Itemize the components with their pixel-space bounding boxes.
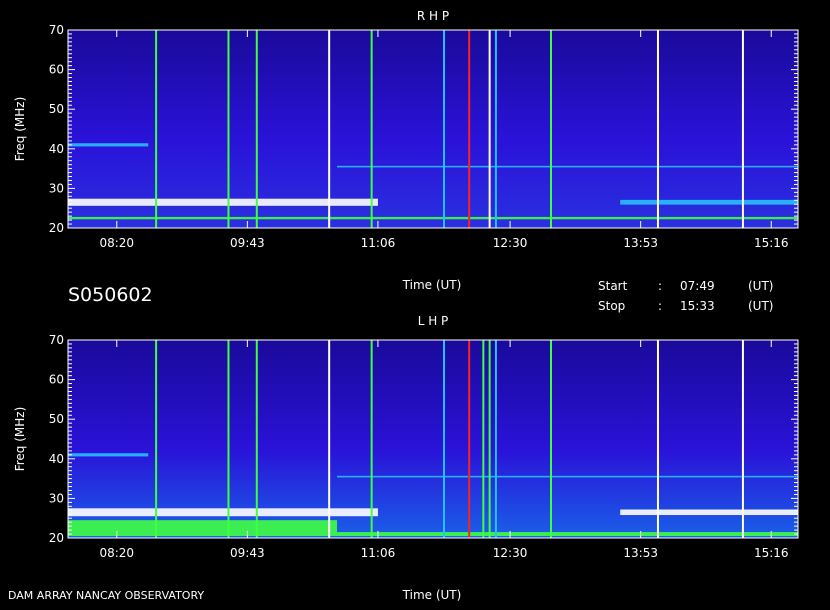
x-tick-label: 15:16 bbox=[754, 546, 789, 560]
x-tick-label: 08:20 bbox=[99, 236, 134, 250]
y-tick-label: 60 bbox=[49, 63, 64, 77]
x-tick-label: 11:06 bbox=[361, 546, 396, 560]
stop-ut: (UT) bbox=[748, 299, 773, 313]
emission-band bbox=[68, 143, 149, 147]
stop-label: Stop bbox=[598, 299, 625, 313]
x-tick-label: 08:20 bbox=[99, 546, 134, 560]
y-axis-label: Freq (MHz) bbox=[13, 97, 27, 162]
plot-area bbox=[68, 340, 798, 538]
panel-title: L H P bbox=[418, 314, 449, 328]
x-tick-label: 12:30 bbox=[493, 546, 528, 560]
y-tick-label: 60 bbox=[49, 373, 64, 387]
y-tick-label: 50 bbox=[49, 102, 64, 116]
instrument-footer: DAM ARRAY NANCAY OBSERVATORY bbox=[8, 589, 204, 602]
y-axis-label: Freq (MHz) bbox=[13, 407, 27, 472]
emission-band bbox=[337, 165, 798, 168]
stop-time: 15:33 bbox=[680, 299, 715, 313]
x-tick-label: 11:06 bbox=[361, 236, 396, 250]
start-sep: : bbox=[658, 279, 662, 293]
emission-band bbox=[620, 199, 798, 205]
x-tick-label: 09:43 bbox=[230, 546, 265, 560]
emission-band bbox=[68, 508, 378, 517]
x-tick-label: 09:43 bbox=[230, 236, 265, 250]
emission-band bbox=[68, 216, 798, 220]
x-tick-label: 13:53 bbox=[623, 546, 658, 560]
panel-title: R H P bbox=[417, 9, 449, 23]
y-tick-label: 30 bbox=[49, 491, 64, 505]
y-tick-label: 70 bbox=[49, 23, 64, 37]
emission-band bbox=[620, 509, 798, 516]
y-tick-label: 50 bbox=[49, 412, 64, 426]
emission-band bbox=[68, 453, 149, 457]
y-tick-label: 70 bbox=[49, 333, 64, 347]
x-tick-label: 15:16 bbox=[754, 236, 789, 250]
start-label: Start bbox=[598, 279, 628, 293]
y-tick-label: 40 bbox=[49, 452, 64, 466]
emission-band bbox=[68, 520, 338, 533]
start-ut: (UT) bbox=[748, 279, 773, 293]
emission-band bbox=[337, 475, 798, 478]
y-tick-label: 40 bbox=[49, 142, 64, 156]
start-time: 07:49 bbox=[680, 279, 715, 293]
x-tick-label: 13:53 bbox=[623, 236, 658, 250]
y-tick-label: 20 bbox=[49, 221, 64, 235]
date-code: S050602 bbox=[68, 284, 153, 306]
x-axis-label: Time (UT) bbox=[402, 588, 462, 602]
y-tick-label: 20 bbox=[49, 531, 64, 545]
stop-sep: : bbox=[658, 299, 662, 313]
x-tick-label: 12:30 bbox=[493, 236, 528, 250]
plot-area bbox=[68, 30, 798, 228]
emission-band bbox=[68, 532, 798, 537]
emission-band bbox=[68, 198, 378, 206]
x-axis-label: Time (UT) bbox=[402, 278, 462, 292]
y-tick-label: 30 bbox=[49, 181, 64, 195]
